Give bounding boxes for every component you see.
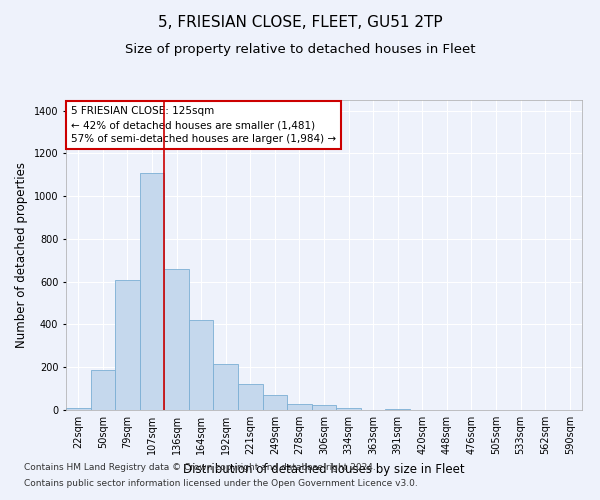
Bar <box>336 408 361 410</box>
Text: Contains public sector information licensed under the Open Government Licence v3: Contains public sector information licen… <box>24 478 418 488</box>
X-axis label: Distribution of detached houses by size in Fleet: Distribution of detached houses by size … <box>183 462 465 475</box>
Bar <box>189 320 214 410</box>
Y-axis label: Number of detached properties: Number of detached properties <box>15 162 28 348</box>
Text: 5 FRIESIAN CLOSE: 125sqm
← 42% of detached houses are smaller (1,481)
57% of sem: 5 FRIESIAN CLOSE: 125sqm ← 42% of detach… <box>71 106 336 144</box>
Text: Contains HM Land Registry data © Crown copyright and database right 2024.: Contains HM Land Registry data © Crown c… <box>24 464 376 472</box>
Bar <box>263 395 287 410</box>
Bar <box>238 384 263 410</box>
Bar <box>287 404 312 410</box>
Bar <box>312 404 336 410</box>
Text: Size of property relative to detached houses in Fleet: Size of property relative to detached ho… <box>125 42 475 56</box>
Bar <box>66 408 91 410</box>
Bar <box>91 370 115 410</box>
Bar <box>140 172 164 410</box>
Bar <box>214 364 238 410</box>
Bar <box>385 409 410 410</box>
Bar <box>164 269 189 410</box>
Bar <box>115 280 140 410</box>
Text: 5, FRIESIAN CLOSE, FLEET, GU51 2TP: 5, FRIESIAN CLOSE, FLEET, GU51 2TP <box>158 15 442 30</box>
